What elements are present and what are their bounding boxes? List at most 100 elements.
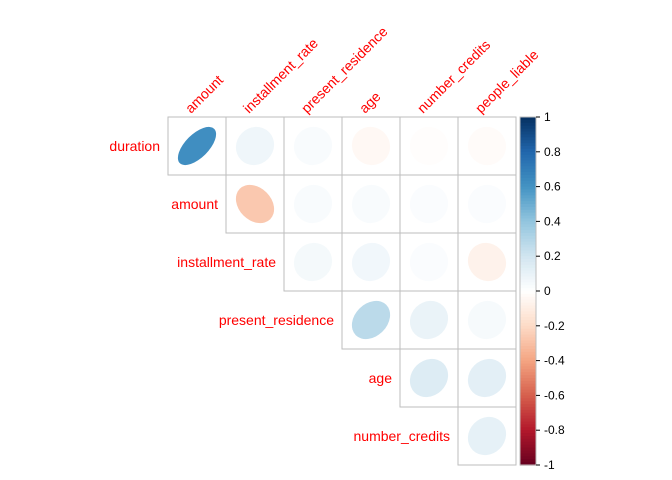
colorbar-segment: [520, 291, 536, 295]
colorbar-segment: [520, 175, 536, 179]
colorbar-segment: [520, 247, 536, 251]
correlation-ellipse: [293, 242, 333, 282]
colorbar-segment: [520, 215, 536, 220]
colorbar-segment: [520, 154, 536, 159]
correlation-ellipse: [409, 184, 449, 224]
correlation-ellipse: [177, 126, 217, 166]
correlation-ellipse: [409, 300, 449, 340]
colorbar-segment: [520, 230, 536, 234]
column-label: age: [356, 88, 384, 116]
row-label: present_residence: [219, 312, 334, 328]
colorbar-segment: [520, 444, 536, 449]
colorbar-segment: [520, 227, 536, 231]
colorbar-segment: [520, 276, 536, 280]
colorbar-segment: [520, 308, 536, 312]
colorbar-segment: [520, 369, 536, 373]
colorbar-segment: [520, 386, 536, 391]
colorbar-tick-label: 0: [544, 284, 551, 298]
correlation-ellipse: [293, 184, 333, 224]
colorbar-segment: [520, 204, 536, 208]
colorbar-segment: [520, 146, 536, 150]
colorbar-segment: [520, 148, 536, 153]
colorbar-segment: [520, 351, 536, 356]
colorbar-segment: [520, 447, 536, 452]
colorbar-segment: [520, 398, 536, 402]
colorbar-segment: [520, 262, 536, 266]
colorbar-tick-label: 0.6: [544, 180, 561, 194]
colorbar-segment: [520, 140, 536, 144]
colorbar-segment: [520, 409, 536, 414]
correlation-ellipse: [351, 184, 391, 224]
colorbar-segment: [520, 198, 536, 202]
colorbar-segment: [520, 299, 536, 304]
colorbar-segment: [520, 279, 536, 283]
colorbar-segment: [520, 357, 536, 362]
colorbar-segment: [520, 389, 536, 394]
colorbar-tick-label: 1: [544, 110, 551, 124]
colorbar-segment: [520, 302, 536, 307]
colorbar-tick-label: 0.2: [544, 249, 561, 263]
colorbar-segment: [520, 412, 536, 417]
colorbar-segment: [520, 340, 536, 344]
correlation-ellipse: [293, 126, 333, 166]
colorbar-segment: [520, 224, 536, 228]
colorbar-segment: [520, 421, 536, 425]
colorbar-segment: [520, 288, 536, 292]
colorbar-segment: [520, 438, 536, 443]
colorbar-segment: [520, 125, 536, 130]
colorbar-segment: [520, 453, 536, 457]
colorbar-tick-label: 0.8: [544, 145, 561, 159]
row-label: number_credits: [354, 428, 451, 444]
colorbar-segment: [520, 238, 536, 243]
colorbar-segment: [520, 137, 536, 141]
column-label: amount: [182, 72, 226, 116]
colorbar-segment: [520, 366, 536, 370]
colorbar-segment: [520, 450, 536, 454]
colorbar-segment: [520, 206, 536, 211]
colorbar-segment: [520, 372, 536, 376]
correlation-ellipse: [235, 184, 275, 224]
colorbar-segment: [520, 122, 536, 127]
colorbar-segment: [520, 160, 536, 164]
correlation-ellipse: [467, 126, 507, 166]
colorbar-segment: [520, 273, 536, 278]
correlation-ellipse: [351, 242, 391, 282]
colorbar-segment: [520, 418, 536, 423]
colorbar-segment: [520, 285, 536, 289]
colorbar-segment: [520, 314, 536, 318]
colorbar-segment: [520, 328, 536, 333]
colorbar-segment: [520, 221, 536, 225]
colorbar-segment: [520, 424, 536, 428]
colorbar-segment: [520, 293, 536, 298]
correlation-ellipse: [467, 300, 507, 340]
colorbar-segment: [520, 320, 536, 324]
correlation-ellipse: [467, 184, 507, 224]
colorbar-segment: [520, 415, 536, 420]
colorbar-segment: [520, 363, 536, 367]
correlation-ellipse: [351, 126, 391, 166]
colorbar-segment: [520, 404, 536, 408]
row-label: age: [369, 370, 393, 386]
colorbar-segment: [520, 131, 536, 135]
colorbar-segment: [520, 331, 536, 336]
colorbar-segment: [520, 325, 536, 330]
colorbar-segment: [520, 378, 536, 382]
colorbar-segment: [520, 253, 536, 257]
colorbar-segment: [520, 264, 536, 269]
colorbar-segment: [520, 189, 536, 193]
correlation-ellipse: [351, 300, 391, 340]
colorbar-segment: [520, 305, 536, 309]
correlation-ellipse: [409, 242, 449, 282]
colorbar-segment: [520, 259, 536, 263]
colorbar-segment: [520, 151, 536, 156]
row-label: duration: [109, 138, 160, 154]
colorbar-segment: [520, 462, 536, 466]
colorbar-segment: [520, 296, 536, 301]
colorbar-segment: [520, 282, 536, 286]
colorbar-segment: [520, 183, 536, 188]
colorbar-segment: [520, 317, 536, 321]
colorbar-segment: [520, 209, 536, 214]
colorbar-segment: [520, 433, 536, 437]
